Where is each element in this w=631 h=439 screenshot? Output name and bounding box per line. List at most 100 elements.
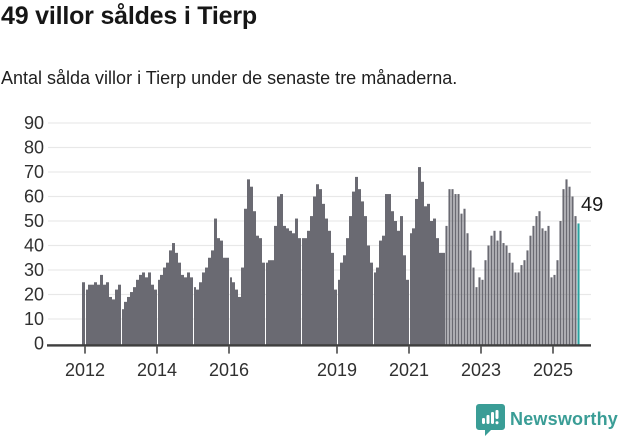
bar [244,208,247,345]
bar [460,213,463,345]
bar [490,235,493,345]
bar [184,277,187,345]
y-axis-label: 0 [34,334,44,354]
bar [94,282,97,345]
bar [316,184,319,345]
bar [160,274,163,345]
x-axis-label: 2012 [65,360,105,380]
bar [304,238,307,345]
bar [562,189,565,345]
bar [352,191,355,345]
bar [469,250,472,345]
bar [505,245,508,345]
bar [202,272,205,345]
bar [412,228,415,345]
y-axis-label: 50 [24,211,44,231]
bar [151,284,154,345]
bar [535,216,538,345]
last-value-label: 49 [581,194,604,216]
bar [448,189,451,345]
gridline [48,122,591,124]
bar [523,260,526,345]
bar [493,230,496,345]
bar [457,194,460,345]
bar [82,282,85,345]
bar [403,255,406,345]
bar [208,257,211,345]
x-axis-tick [84,346,86,354]
x-axis-label: 2019 [317,360,357,380]
y-axis-label: 30 [24,260,44,280]
bar [328,230,331,345]
bar [349,216,352,345]
bar [331,252,334,345]
bar [346,238,349,345]
bar [205,267,208,345]
x-axis-line [47,344,591,347]
bar [172,243,175,345]
bar [544,230,547,345]
bar [262,262,265,345]
bar [253,211,256,345]
bar [379,240,382,345]
bar [361,201,364,345]
page-title: 49 villor såldes i Tierp [1,2,257,30]
bar [220,240,223,345]
bar [529,235,532,345]
bar [463,208,466,345]
bar [280,194,283,345]
bar [88,284,91,345]
bar [145,277,148,345]
bar [340,262,343,345]
bar [194,287,196,345]
bar [226,257,229,345]
bar [374,272,376,345]
x-axis-label: 2021 [389,360,429,380]
bar [433,218,436,345]
bar [574,216,577,345]
bar [283,225,286,345]
bar [514,272,517,345]
bar [511,262,514,345]
bar [190,277,193,345]
bar [358,189,361,345]
newsworthy-logo-icon [476,403,505,436]
gridline [48,146,591,149]
bar [271,260,274,345]
y-axis-label: 70 [24,162,44,182]
bar [415,198,418,345]
bar [319,189,322,345]
bar [370,262,373,345]
bar [526,250,529,345]
bar [97,284,100,345]
bar [406,279,409,345]
bar [445,225,448,345]
bar [158,279,160,345]
bar [421,181,424,345]
bar [565,179,568,345]
bar [106,282,109,345]
brand-name: Newsworthy [510,408,619,429]
bar [196,289,199,345]
bar [553,274,556,345]
bar [532,225,535,345]
bar [355,176,358,345]
bar [187,272,190,345]
x-axis-label: 2016 [209,360,249,380]
y-axis-label: 10 [24,309,44,329]
bar [136,279,139,345]
bar [454,194,457,345]
x-axis-tick [408,346,410,354]
bar [175,252,178,345]
bar [211,250,214,345]
y-axis-label: 80 [24,138,44,158]
bar [499,230,502,345]
bar [556,260,559,345]
bar [481,279,484,345]
bar [310,216,313,345]
branding: Newsworthy [476,402,626,436]
bar [430,221,433,345]
x-axis-label: 2023 [461,360,501,380]
bar [382,235,385,345]
